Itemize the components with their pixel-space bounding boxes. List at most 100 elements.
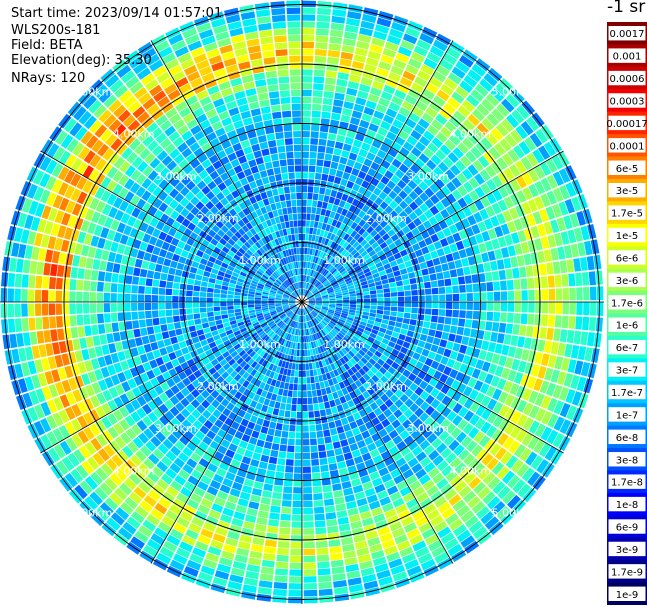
data-cell xyxy=(320,337,326,345)
data-cell xyxy=(369,543,383,553)
data-cell xyxy=(160,137,172,149)
data-cell xyxy=(471,444,483,457)
data-cell xyxy=(474,417,486,430)
data-cell xyxy=(409,382,419,392)
data-cell xyxy=(534,351,544,365)
data-cell xyxy=(310,124,320,132)
data-cell xyxy=(165,450,177,462)
data-cell xyxy=(168,131,180,142)
data-cell xyxy=(350,366,358,374)
data-cell xyxy=(392,435,403,445)
data-cell xyxy=(277,69,289,77)
data-cell xyxy=(349,309,356,313)
data-cell xyxy=(333,198,341,206)
data-cell xyxy=(429,101,442,113)
data-cell xyxy=(353,54,367,63)
data-cell xyxy=(207,354,216,362)
data-cell xyxy=(123,95,137,109)
data-cell xyxy=(274,358,280,366)
data-cell xyxy=(397,179,407,190)
data-cell xyxy=(336,303,343,306)
data-cell xyxy=(269,371,275,379)
data-cell xyxy=(484,373,494,385)
data-cell xyxy=(461,374,471,385)
data-cell xyxy=(415,515,429,528)
data-cell xyxy=(372,556,387,567)
data-cell xyxy=(341,387,349,396)
data-cell xyxy=(355,132,365,142)
data-cell xyxy=(332,183,340,191)
data-cell xyxy=(445,253,454,263)
data-cell xyxy=(183,352,192,361)
data-cell xyxy=(278,288,285,293)
data-cell xyxy=(490,127,504,141)
data-cell xyxy=(314,375,319,383)
data-cell xyxy=(290,327,294,335)
data-cell xyxy=(194,510,208,521)
data-cell xyxy=(230,350,238,358)
data-cell xyxy=(337,72,350,81)
data-cell xyxy=(185,136,197,147)
data-cell xyxy=(399,268,408,275)
data-cell xyxy=(203,270,211,278)
data-cell xyxy=(540,177,552,192)
data-cell xyxy=(338,318,346,324)
data-cell xyxy=(138,525,153,538)
data-cell xyxy=(333,235,340,243)
data-cell xyxy=(513,444,526,458)
data-cell xyxy=(143,343,152,353)
data-cell xyxy=(360,164,370,174)
data-cell xyxy=(305,282,309,289)
data-cell xyxy=(434,178,445,189)
data-cell xyxy=(358,227,366,236)
data-cell xyxy=(353,251,360,259)
data-cell xyxy=(209,440,220,451)
data-cell xyxy=(551,154,564,170)
data-cell xyxy=(358,274,366,280)
data-cell xyxy=(220,306,227,311)
data-cell xyxy=(492,401,504,414)
data-cell xyxy=(128,338,137,349)
data-cell xyxy=(267,258,274,265)
data-cell xyxy=(356,307,363,312)
data-cell xyxy=(335,305,343,309)
data-cell xyxy=(216,467,227,478)
data-cell xyxy=(388,219,398,229)
data-cell xyxy=(334,344,341,352)
data-cell xyxy=(403,378,413,388)
data-cell xyxy=(241,352,249,360)
data-cell xyxy=(279,381,285,389)
data-cell xyxy=(463,386,473,397)
data-cell xyxy=(254,299,261,302)
data-cell xyxy=(399,235,409,244)
data-cell xyxy=(182,446,194,457)
data-cell xyxy=(145,278,153,287)
data-cell xyxy=(180,249,189,258)
data-cell xyxy=(515,125,529,140)
data-cell xyxy=(287,319,292,326)
data-cell xyxy=(491,108,505,122)
data-cell xyxy=(168,244,177,253)
data-cell xyxy=(319,131,328,140)
data-cell xyxy=(194,164,205,174)
data-cell xyxy=(177,142,189,153)
data-cell xyxy=(315,534,328,542)
data-cell xyxy=(516,104,530,120)
data-cell xyxy=(496,157,508,170)
data-cell xyxy=(335,85,347,94)
data-cell xyxy=(318,588,333,597)
data-cell xyxy=(296,275,299,282)
data-cell xyxy=(167,89,181,101)
data-cell xyxy=(402,341,411,349)
data-cell xyxy=(249,227,257,236)
data-cell xyxy=(235,284,243,290)
data-cell xyxy=(161,354,171,364)
data-cell xyxy=(516,463,530,478)
data-cell xyxy=(158,202,169,213)
data-cell xyxy=(251,343,259,351)
data-cell xyxy=(302,233,306,241)
data-cell xyxy=(193,341,202,350)
data-cell xyxy=(239,4,255,14)
data-cell xyxy=(292,507,302,515)
data-cell xyxy=(369,44,384,54)
